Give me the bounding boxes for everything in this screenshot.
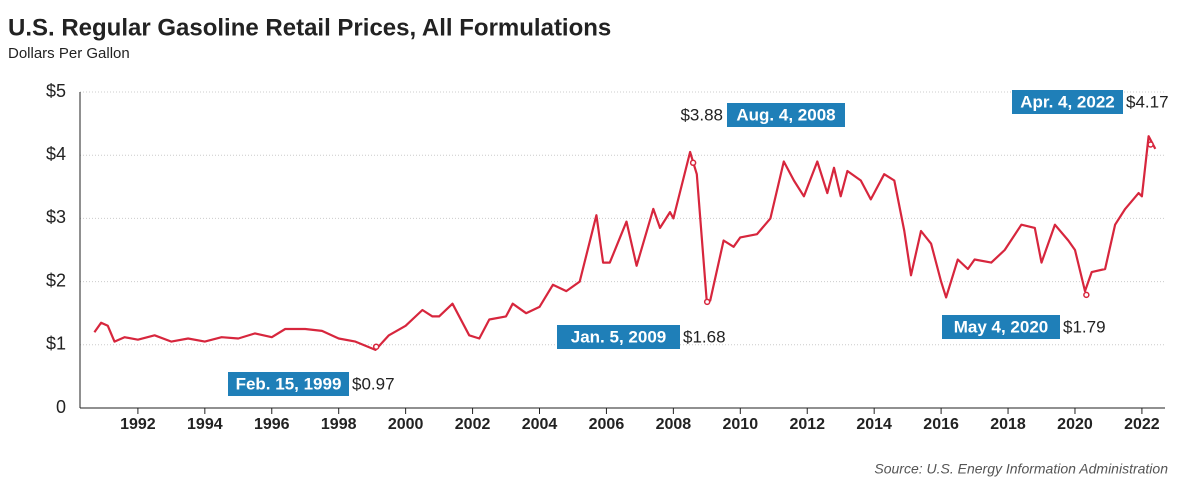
y-tick-label: $1 xyxy=(46,334,66,354)
x-tick-label: 1994 xyxy=(187,416,223,433)
x-tick-label: 2012 xyxy=(789,416,825,433)
x-tick-label: 2010 xyxy=(723,416,759,433)
x-tick-label: 2002 xyxy=(455,416,491,433)
x-tick-label: 2008 xyxy=(656,416,692,433)
x-tick-label: 2016 xyxy=(923,416,959,433)
annotation-date: May 4, 2020 xyxy=(954,317,1049,336)
annotation-date: Jan. 5, 2009 xyxy=(571,327,666,346)
x-tick-label: 1992 xyxy=(120,416,156,433)
annotation-box xyxy=(228,372,349,396)
annotation-date: Aug. 4, 2008 xyxy=(736,105,835,124)
annotation-value: $4.17 xyxy=(1126,92,1169,111)
x-tick-label: 2020 xyxy=(1057,416,1093,433)
x-tick-label: 2014 xyxy=(856,416,892,433)
annotation-point xyxy=(689,159,697,167)
annotation-point xyxy=(1147,141,1154,148)
annotation-point xyxy=(703,298,711,306)
y-tick-label: $4 xyxy=(46,144,66,164)
y-tick-label: $3 xyxy=(46,207,66,227)
x-tick-label: 2006 xyxy=(589,416,625,433)
annotation-value: $1.79 xyxy=(1063,317,1106,336)
source: Source: U.S. Energy Information Administ… xyxy=(874,461,1168,477)
annotation-value: $1.68 xyxy=(683,327,726,346)
annotation-point xyxy=(1083,291,1090,299)
annotation-date: Feb. 15, 1999 xyxy=(236,374,342,393)
y-tick-label: $5 xyxy=(46,81,66,101)
annotation-box xyxy=(727,103,845,127)
y-tick-label: $2 xyxy=(46,270,66,290)
annotation-value: $0.97 xyxy=(352,374,395,393)
chart-subtitle: Dollars Per Gallon xyxy=(8,45,130,62)
x-tick-label: 1996 xyxy=(254,416,290,433)
x-tick-label: 2004 xyxy=(522,416,558,433)
annotation-date: Apr. 4, 2022 xyxy=(1020,92,1115,111)
x-tick-label: 2018 xyxy=(990,416,1026,433)
x-tick-label: 2022 xyxy=(1124,416,1160,433)
chart-title: U.S. Regular Gasoline Retail Prices, All… xyxy=(8,14,611,41)
annotation-box xyxy=(557,325,680,349)
x-tick-label: 1998 xyxy=(321,416,357,433)
annotation-point xyxy=(372,343,380,350)
annotation-box xyxy=(942,315,1060,339)
annotation-value: $3.88 xyxy=(680,105,723,124)
x-tick-label: 2000 xyxy=(388,416,424,433)
annotation-box xyxy=(1012,90,1123,114)
y-tick-label: 0 xyxy=(56,397,66,417)
